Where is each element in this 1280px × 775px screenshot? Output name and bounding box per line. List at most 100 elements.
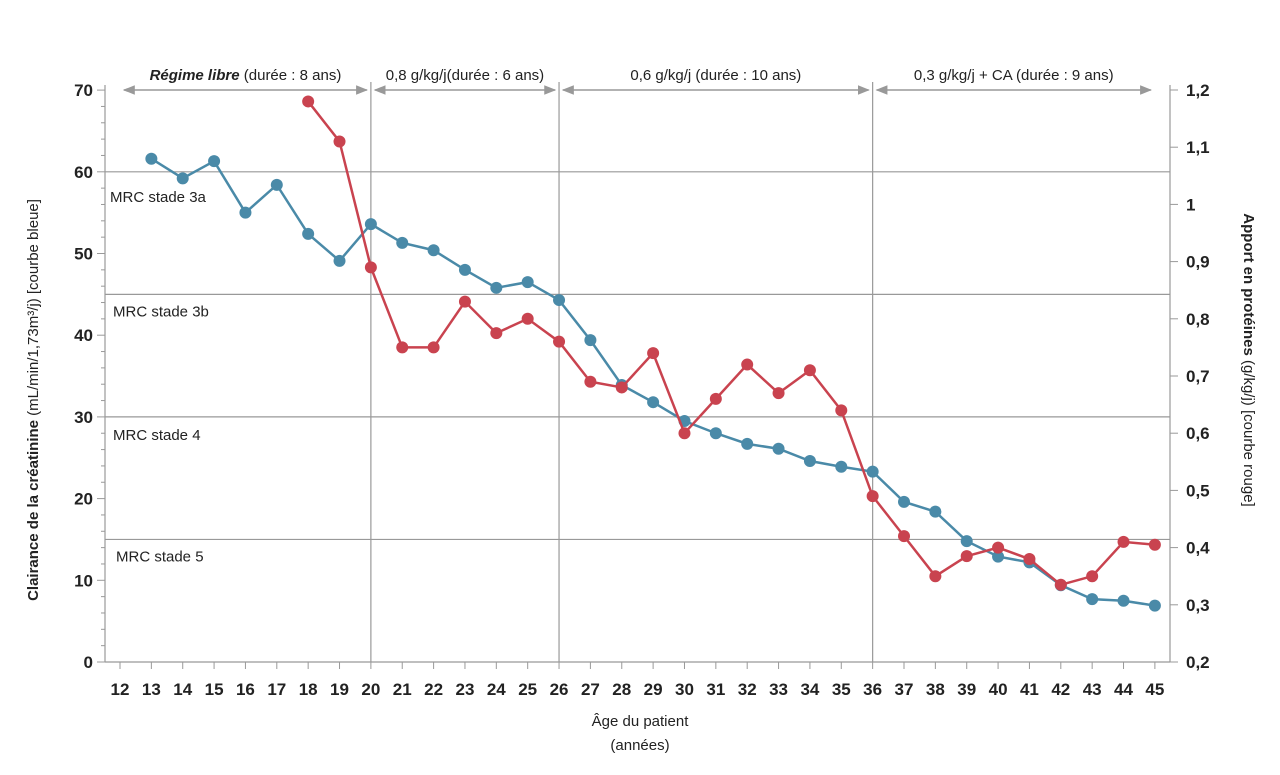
- clearance-point: [1148, 599, 1161, 612]
- clearance-point: [647, 396, 660, 409]
- y-right-tick-label: 0,3: [1186, 596, 1210, 615]
- x-tick-label: 14: [173, 680, 192, 699]
- protein-point: [709, 392, 722, 405]
- clearance-point: [553, 294, 566, 307]
- y-left-tick-label: 30: [74, 408, 93, 427]
- protein-point: [427, 341, 440, 354]
- y-left-tick-label: 60: [74, 163, 93, 182]
- clearance-point: [803, 455, 816, 468]
- clearance-point: [333, 254, 346, 267]
- protein-point: [584, 375, 597, 388]
- x-tick-label: 35: [832, 680, 851, 699]
- x-tick-label: 19: [330, 680, 349, 699]
- protein-point: [835, 404, 848, 417]
- clearance-point: [929, 505, 942, 518]
- clearance-point: [490, 281, 503, 294]
- phase-label: Régime libre (durée : 8 ans): [150, 67, 342, 84]
- x-tick-label: 29: [644, 680, 663, 699]
- x-tick-label: 37: [895, 680, 914, 699]
- y-right-tick-label: 1,2: [1186, 81, 1210, 100]
- x-tick-label: 18: [299, 680, 318, 699]
- x-tick-label: 16: [236, 680, 255, 699]
- x-tick-label: 34: [800, 680, 819, 699]
- clearance-point: [145, 152, 158, 165]
- x-tick-label: 22: [424, 680, 443, 699]
- protein-point: [490, 327, 503, 340]
- clearance-point: [584, 334, 597, 347]
- x-tick-label: 13: [142, 680, 161, 699]
- x-tick-label: 32: [738, 680, 757, 699]
- clearance-point: [960, 535, 973, 548]
- clearance-point: [741, 437, 754, 450]
- y-right-tick-label: 0,7: [1186, 367, 1210, 386]
- x-tick-label: 31: [706, 680, 725, 699]
- clearance-point: [521, 276, 534, 289]
- x-tick-label: 45: [1145, 680, 1164, 699]
- protein-point: [898, 530, 910, 543]
- protein-point: [866, 490, 879, 503]
- x-tick-label: 25: [518, 680, 537, 699]
- clearance-point: [458, 263, 471, 276]
- protein-point: [992, 541, 1005, 554]
- x-tick-label: 12: [111, 680, 130, 699]
- phase-label: 0,8 g/kg/j(durée : 6 ans): [386, 67, 544, 84]
- y-left-tick-label: 40: [74, 326, 93, 345]
- x-tick-label: 20: [361, 680, 380, 699]
- protein-point: [772, 387, 785, 400]
- clearance-point: [239, 206, 252, 219]
- clearance-line: [150, 157, 1156, 607]
- protein-point: [1148, 538, 1161, 551]
- y-right-tick-label: 0,2: [1186, 653, 1210, 672]
- clearance-point: [1086, 593, 1099, 606]
- x-tick-label: 43: [1083, 680, 1102, 699]
- x-tick-label: 41: [1020, 680, 1039, 699]
- x-tick-label: 28: [612, 680, 631, 699]
- x-tick-label: 42: [1051, 680, 1070, 699]
- y-axis-right-label: Apport en protéines (g/kg/j) [courbe rou…: [1240, 213, 1257, 506]
- x-tick-label: 38: [926, 680, 945, 699]
- x-tick-label: 40: [989, 680, 1008, 699]
- x-tick-label: 36: [863, 680, 882, 699]
- clearance-point: [270, 178, 283, 191]
- x-axis-label-unit: (années): [610, 737, 669, 754]
- y-left-tick-label: 10: [74, 571, 93, 590]
- protein-point: [615, 381, 628, 394]
- y-left-tick-label: 20: [74, 490, 93, 509]
- x-tick-label: 23: [455, 680, 474, 699]
- x-tick-label: 39: [957, 680, 976, 699]
- protein-point: [1086, 570, 1099, 583]
- protein-point: [803, 364, 816, 377]
- protein-point: [553, 335, 566, 348]
- x-tick-label: 30: [675, 680, 694, 699]
- y-right-tick-label: 0,5: [1186, 481, 1210, 500]
- x-tick-label: 26: [550, 680, 569, 699]
- protein-point: [1117, 535, 1130, 548]
- x-tick-label: 15: [205, 680, 224, 699]
- y-right-tick-label: 0,4: [1186, 539, 1210, 558]
- stage-label: MRC stade 3b: [113, 303, 209, 320]
- protein-point: [647, 347, 660, 360]
- clearance-point: [835, 460, 848, 473]
- clearance-point: [302, 227, 315, 240]
- protein-point: [396, 341, 409, 354]
- phase-label: 0,6 g/kg/j (durée : 10 ans): [630, 67, 801, 84]
- clearance-point: [1117, 594, 1130, 607]
- x-tick-label: 21: [393, 680, 412, 699]
- clearance-point: [866, 465, 879, 478]
- protein-point: [333, 135, 346, 148]
- protein-point: [741, 358, 754, 371]
- protein-point: [1023, 553, 1036, 566]
- protein-point: [929, 570, 942, 583]
- y-right-tick-label: 1: [1186, 195, 1195, 214]
- clearance-point: [992, 550, 1005, 563]
- clearance-point: [427, 244, 440, 257]
- phase-label: 0,3 g/kg/j + CA (durée : 9 ans): [914, 67, 1114, 84]
- protein-point: [458, 295, 471, 308]
- protein-point: [521, 312, 534, 325]
- y-left-tick-label: 70: [74, 81, 93, 100]
- clearance-point: [176, 172, 189, 185]
- x-tick-label: 24: [487, 680, 506, 699]
- x-tick-label: 27: [581, 680, 600, 699]
- y-axis-left-label: Clairance de la créatinine (mL/min/1,73m…: [25, 199, 42, 601]
